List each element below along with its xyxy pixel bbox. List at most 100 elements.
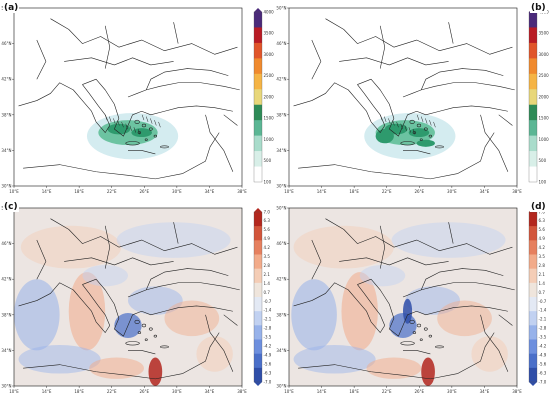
colorbar-segment-c-2 (254, 240, 262, 255)
island-c-0 (135, 320, 140, 324)
lat-label-a-1: 46°N (1, 41, 11, 46)
colorbar-label-a-8: 100 (264, 179, 272, 184)
colorbar-label-b-1: 3500 (539, 31, 550, 36)
colorbar-label-c-19: -7.0 (264, 379, 272, 384)
colorbar-arrow-top-a (254, 8, 262, 12)
precip-hatch-b-2 (388, 118, 390, 123)
coast-path-a-8 (37, 40, 46, 79)
coast-path-d-6 (325, 219, 512, 255)
island-b-7 (435, 146, 443, 148)
precip-dark-a-2 (131, 128, 152, 138)
coast-path-a-12 (224, 115, 238, 126)
colorbar-label-d-6: 2.8 (539, 263, 546, 268)
map-frame-a (13, 7, 243, 187)
coast-path-b-6 (325, 19, 512, 55)
colorbar-label-b-8: 100 (539, 179, 547, 184)
anomaly-blob-c-10 (196, 336, 233, 372)
lat-label-d-3: 38°N (276, 312, 286, 317)
lat-label-c-4: 34°N (1, 348, 11, 353)
colorbar-segment-b-2 (529, 42, 537, 59)
colorbar-arrow-top-c (254, 208, 262, 212)
island-b-3 (424, 128, 427, 130)
colorbar-segment-d-0 (529, 212, 537, 227)
coast-path-b-12 (499, 115, 513, 126)
panel-b: 400035003000250020001500100050010050°N46… (275, 0, 550, 200)
anomaly-blob-c-3 (68, 272, 106, 351)
precip-hatch-b-12 (429, 120, 431, 125)
lat-label-a-5: 30°N (1, 184, 11, 189)
coast-path-c-11 (206, 315, 233, 372)
coast-path-d-0 (294, 283, 385, 333)
colorbar-label-d-19: -7.0 (539, 379, 547, 384)
precip-hatch-a-5 (126, 124, 128, 129)
lat-label-b-1: 46°N (276, 41, 286, 46)
coast-path-d-7 (339, 258, 448, 265)
anomaly-blob-d-0 (293, 225, 394, 269)
lat-label-b-3: 38°N (276, 112, 286, 117)
map-frame-d (288, 207, 518, 387)
colorbar-label-c-7: 2.1 (264, 272, 271, 277)
colorbar-label-d-15: -4.2 (539, 344, 547, 349)
lon-label-a-6: 34°E (205, 189, 215, 194)
colorbar-label-d-14: -3.5 (539, 335, 547, 340)
coast-path-a-9 (105, 26, 110, 69)
colorbar-label-a-7: 500 (264, 158, 272, 163)
colorbar-label-d-7: 2.1 (539, 272, 546, 277)
colorbar-segment-a-2 (254, 42, 262, 59)
colorbar-label-c-0: 7.0 (264, 209, 271, 214)
anomaly-blob-d-11 (359, 264, 406, 287)
lat-label-d-0: 50°N (276, 206, 286, 211)
colorbar-label-c-12: -2.1 (264, 317, 272, 322)
colorbar-label-b-2: 3000 (539, 52, 550, 57)
lon-label-c-3: 22°E (107, 389, 117, 394)
anomaly-blob-d-7 (293, 345, 376, 374)
colorbar-label-c-3: 4.9 (264, 236, 271, 241)
colorbar-segment-b-10 (529, 166, 537, 183)
colorbar-label-c-16: -4.9 (264, 352, 272, 357)
coast-path-d-3 (421, 269, 503, 290)
anomaly-blob-d-1 (391, 222, 506, 258)
precip-hatch-b-1 (384, 117, 386, 122)
precip-hatch-a-1 (109, 117, 111, 122)
lon-label-a-7: 38°E (237, 189, 247, 194)
precip-hatch-b-5 (401, 124, 403, 129)
colorbar-segment-a-0 (254, 12, 262, 28)
island-d-4 (420, 339, 422, 341)
lat-label-b-4: 34°N (276, 148, 286, 153)
lon-label-d-2: 18°E (349, 389, 359, 394)
colorbar-arrow-bottom-b (529, 182, 537, 186)
island-c-1 (142, 324, 146, 327)
island-c-7 (160, 346, 168, 348)
coast-path-b-0 (294, 83, 385, 133)
colorbar-segment-b-9 (529, 151, 537, 167)
island-a-6 (126, 142, 140, 146)
lat-label-d-5: 30°N (276, 384, 286, 389)
colorbar-label-d-11: -1.4 (539, 308, 547, 313)
colorbar-segment-d-11 (529, 367, 537, 383)
colorbar-label-d-18: -6.3 (539, 370, 547, 375)
colorbar-label-d-9: 0.7 (539, 290, 546, 295)
lon-label-c-2: 18°E (74, 389, 84, 394)
coast-path-d-5 (403, 350, 430, 354)
panel-a: 400035003000250020001500100050010050°N46… (0, 0, 275, 200)
precip-hatch-a-4 (122, 122, 124, 127)
colorbar-outline-d (528, 211, 538, 383)
colorbar-segment-b-5 (529, 89, 537, 106)
lon-label-d-4: 26°E (414, 389, 424, 394)
coast-path-b-4 (298, 133, 494, 179)
coast-path-b-3 (421, 69, 503, 90)
coast-path-b-7 (339, 58, 448, 65)
lat-label-b-0: 50°N (276, 6, 286, 11)
colorbar-label-c-18: -6.3 (264, 370, 272, 375)
coast-path-d-11 (481, 315, 508, 372)
precip-hatch-a-10 (146, 117, 148, 122)
colorbar-label-a-1: 3500 (264, 31, 275, 36)
colorbar-segment-d-5 (529, 282, 537, 298)
coast-path-b-2 (403, 83, 515, 97)
coast-path-b-1 (357, 79, 507, 136)
colorbar-label-c-11: -1.4 (264, 308, 272, 313)
anomaly-blob-d-8 (366, 357, 422, 379)
lon-label-c-4: 26°E (139, 389, 149, 394)
colorbar-label-a-0: 4000 (264, 9, 275, 14)
colorbar-segment-c-1 (254, 226, 262, 241)
